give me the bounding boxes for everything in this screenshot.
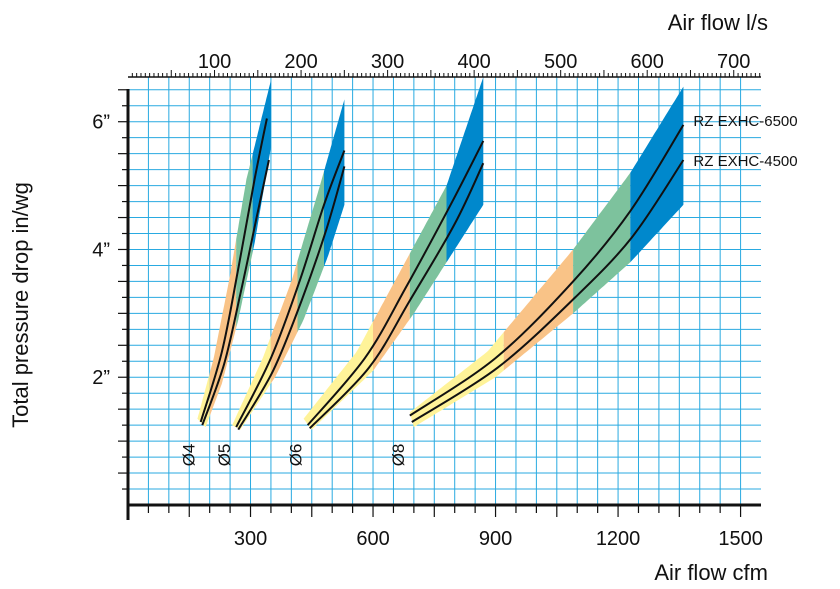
duct-label: Ø5 bbox=[215, 444, 234, 467]
y-axis-label: Total pressure drop in/wg bbox=[8, 182, 33, 428]
x2-axis-label: Air flow l/s bbox=[668, 10, 768, 35]
x-tick-label: 1500 bbox=[718, 528, 763, 550]
x-tick-label: 900 bbox=[479, 528, 512, 550]
band-yellow bbox=[303, 321, 373, 430]
x2-tick-label: 700 bbox=[717, 51, 750, 73]
axes: 300 600 900 1200 1500 2” 4” 6” 100 200 300 400 500 60… bbox=[92, 51, 763, 550]
series-line-rz-exhc-4500 bbox=[411, 159, 685, 423]
x2-tick-label: 200 bbox=[284, 51, 317, 73]
duct-label: Ø8 bbox=[389, 444, 408, 467]
series-line-rz-exhc-4500 bbox=[201, 159, 270, 426]
band-blue bbox=[324, 99, 345, 267]
labels: Ø4 Ø5 Ø6 Ø8 RZ EXHC-6500 RZ EXHC-4500 bbox=[180, 113, 798, 466]
x2-tick-label: 600 bbox=[631, 51, 664, 73]
band-blue bbox=[630, 86, 684, 263]
series-line-rz-exhc-6500 bbox=[306, 140, 485, 426]
series-line-rz-exhc-4500 bbox=[308, 162, 485, 430]
x-axis-label: Air flow cfm bbox=[654, 560, 768, 585]
x-tick-label: 600 bbox=[356, 528, 389, 550]
series-label: RZ EXHC-6500 bbox=[693, 113, 797, 130]
series-label: RZ EXHC-4500 bbox=[693, 153, 797, 170]
y-tick-label: 4” bbox=[92, 239, 110, 261]
x-tick-label: 1200 bbox=[596, 528, 641, 550]
band-yellow bbox=[232, 336, 271, 430]
band-orange bbox=[503, 249, 574, 371]
duct-label: Ø4 bbox=[180, 444, 199, 467]
band-green bbox=[573, 172, 631, 314]
band-green bbox=[236, 154, 253, 328]
band-green bbox=[409, 185, 447, 320]
x2-tick-label: 100 bbox=[198, 51, 231, 73]
y-tick-label: 6” bbox=[92, 112, 110, 134]
series-line-rz-exhc-6500 bbox=[409, 124, 685, 417]
series-lines bbox=[199, 118, 685, 431]
x2-tick-label: 500 bbox=[544, 51, 577, 73]
band-yellow bbox=[409, 332, 504, 428]
x2-tick-label: 400 bbox=[457, 51, 490, 73]
y-tick-label: 2” bbox=[92, 367, 110, 389]
series-line-rz-exhc-6500 bbox=[199, 118, 268, 423]
series-line-rz-exhc-4500 bbox=[237, 166, 346, 431]
series-line-rz-exhc-6500 bbox=[235, 150, 346, 428]
duct-label: Ø6 bbox=[287, 444, 306, 467]
x-tick-label: 300 bbox=[234, 528, 267, 550]
x2-tick-label: 300 bbox=[371, 51, 404, 73]
band-blue bbox=[446, 77, 484, 263]
